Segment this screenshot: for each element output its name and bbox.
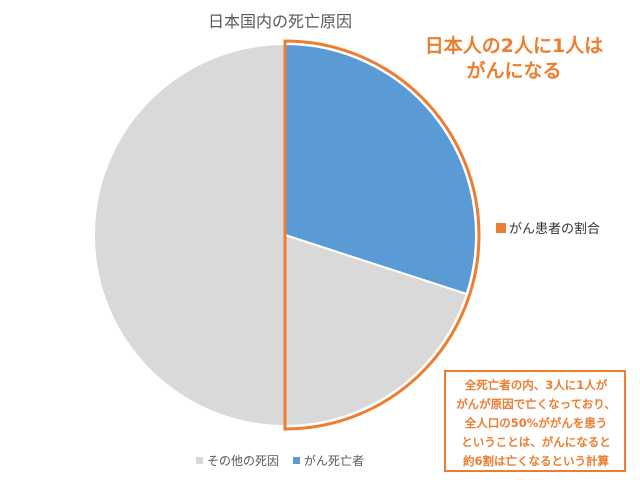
note-line: 約6割は亡くなるという計算 xyxy=(462,454,609,468)
highlight-legend-label: がん患者の割合 xyxy=(509,222,601,237)
chart-title: 日本国内の死亡原因 xyxy=(207,12,352,31)
highlight-legend-swatch xyxy=(496,222,506,233)
note-line: 全人口の50%ががんを患う xyxy=(464,416,608,430)
note-line: がんが原因で亡くなっており、 xyxy=(456,397,616,411)
highlight-legend: がん患者の割合 xyxy=(496,218,600,237)
headline: 日本人の2人に1人は がんになる xyxy=(418,34,610,84)
legend-label-cancer: がん死亡者 xyxy=(304,454,365,468)
legend-swatch-other xyxy=(196,457,203,464)
legend-entry-cancer: がん死亡者 xyxy=(293,452,364,469)
pie-slice-other xyxy=(93,42,468,427)
legend-entry-other: その他の死因 xyxy=(196,452,279,469)
note-box: 全死亡者の内、3人に1人が がんが原因で亡くなっており、 全人口の50%ががんを… xyxy=(444,370,626,472)
note-line: ということは、がんになると xyxy=(461,435,611,449)
highlight-outline xyxy=(283,39,481,431)
headline-line-2: がんになる xyxy=(466,60,562,82)
pie-slice-cancer xyxy=(284,42,477,296)
legend-swatch-cancer xyxy=(293,457,301,464)
note-line: 全死亡者の内、3人に1人が xyxy=(464,378,608,392)
headline-line-1: 日本人の2人に1人は xyxy=(424,35,604,57)
chart-legend: その他の死因 がん死亡者 xyxy=(196,452,364,469)
legend-label-other: その他の死因 xyxy=(207,454,280,468)
